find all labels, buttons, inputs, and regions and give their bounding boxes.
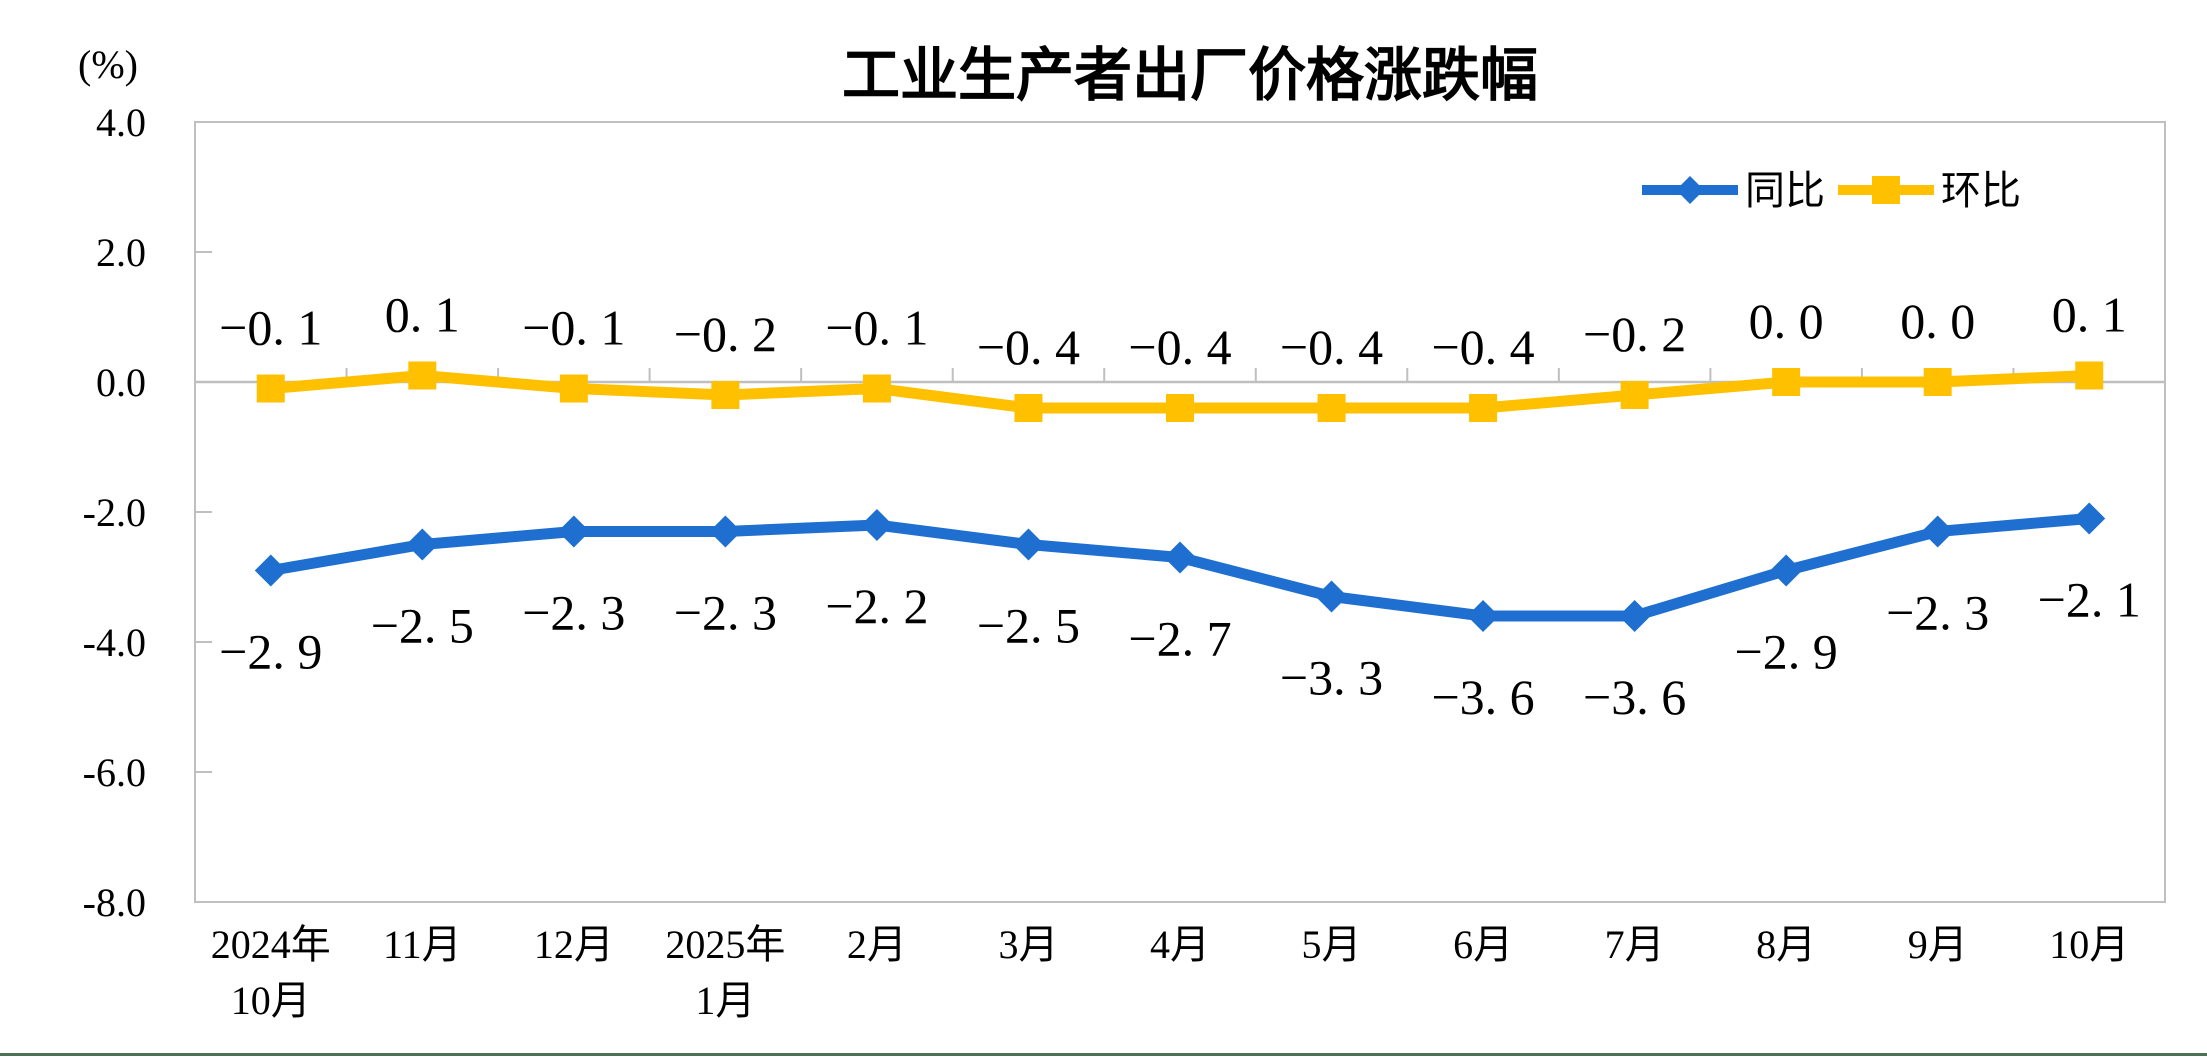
yoy-point-marker [1770,554,1803,587]
x-category-label: 2月 [847,922,907,967]
yoy-point-marker [406,528,439,561]
mom-point-marker [1772,368,1801,396]
x-category-label: 2025年 [665,922,785,967]
yoy-data-label: −3. 3 [1280,650,1383,706]
mom-point-marker [1166,394,1194,422]
y-tick-label: 0.0 [96,360,146,405]
x-category-label: 11月 [383,922,462,967]
mom-point-marker [408,361,437,390]
mom-data-label: −0. 1 [219,300,322,356]
plot-area: 4.0 2.0 0.0 -2.0 -4.0 -6.0 -8.0 2024年 10月 11月 12月 2… [83,100,2166,1023]
mom-data-label: 0. 1 [385,287,460,343]
yoy-point-marker [1618,600,1651,632]
x-category-label: 9月 [1908,922,1968,967]
mom-data-label: −0. 4 [977,319,1080,375]
mom-data-label: −0. 4 [1128,319,1231,375]
yoy-data-label: −2. 3 [674,585,777,641]
y-tick-label: 2.0 [96,230,146,275]
mom-data-label: −0. 2 [1583,306,1686,362]
x-category-label: 4月 [1150,922,1210,967]
mom-point-marker [2075,361,2104,390]
mom-data-label: −0. 1 [522,300,625,356]
mom-data-label: 0. 1 [2052,287,2127,343]
y-tick-label: 4.0 [96,100,146,145]
mom-legend-square-marker [1872,176,1900,204]
yoy-data-label: −2. 5 [977,598,1080,654]
mom-point-marker [1620,381,1649,409]
yoy-point-marker [1012,528,1045,561]
mom-point-marker [1317,394,1346,422]
x-category-label: 2024年 [211,922,331,967]
x-category-label: 1月 [695,978,755,1023]
x-category-label: 5月 [1302,922,1362,967]
x-category-label: 12月 [534,922,614,967]
yoy-legend-label: 同比 [1745,168,1825,213]
mom-point-marker [862,374,891,403]
y-tick-label: -4.0 [83,620,146,665]
mom-data-label: −0. 4 [1431,319,1534,375]
mom-data-label: −0. 4 [1280,319,1383,375]
yoy-data-label: −2. 7 [1128,611,1231,667]
yoy-point-marker [1921,515,1954,548]
yoy-data-label: −2. 3 [522,585,625,641]
yoy-point-marker [1315,580,1348,613]
x-category-label: 10月 [2049,922,2129,967]
legend: 同比 环比 [1642,168,2021,213]
yoy-data-label: −3. 6 [1583,669,1686,725]
x-category-label: 3月 [998,922,1058,967]
yoy-data-label: −2. 2 [825,578,928,634]
yoy-point-marker [860,509,893,541]
yoy-point-marker [1467,600,1500,632]
y-tick-label: -6.0 [83,750,146,795]
yoy-point-marker [557,515,590,548]
mom-point-marker [711,381,740,409]
plot-border [194,121,2166,903]
bottom-divider-line [0,1053,2207,1056]
mom-point-marker [1923,368,1952,396]
mom-point-marker [256,374,285,403]
mom-data-label: 0. 0 [1749,293,1824,349]
yoy-data-label: −2. 3 [1886,585,1989,641]
mom-data-label: 0. 0 [1900,293,1975,349]
yoy-point-marker [709,515,742,548]
yoy-data-label: −2. 9 [1735,624,1838,680]
y-axis-unit-label: (%) [78,42,138,87]
yoy-point-marker [254,554,287,587]
yoy-data-label: −2. 1 [2038,572,2141,628]
legend-item-mom: 环比 [1838,168,2021,213]
chart-title: 工业生产者出厂价格涨跌幅 [842,43,1538,108]
x-category-label: 10月 [231,978,311,1023]
yoy-point-marker [1164,541,1196,574]
mom-point-marker [1014,394,1043,422]
yoy-legend-diamond-marker [1676,176,1704,204]
yoy-data-label: −2. 9 [219,624,322,680]
mom-data-label: −0. 2 [674,306,777,362]
yoy-data-label: −2. 5 [371,598,474,654]
legend-item-yoy: 同比 [1642,168,1825,213]
x-category-label: 6月 [1453,922,1513,967]
mom-legend-label: 环比 [1941,168,2021,213]
mom-data-label: −0. 1 [825,300,928,356]
x-category-label: 8月 [1756,922,1816,967]
mom-point-marker [1469,394,1498,422]
y-tick-label: -2.0 [83,490,146,535]
y-tick-label: -8.0 [83,880,146,925]
yoy-point-marker [2073,502,2106,535]
mom-point-marker [559,374,588,403]
yoy-data-label: −3. 6 [1431,669,1534,725]
x-category-label: 7月 [1605,922,1665,967]
